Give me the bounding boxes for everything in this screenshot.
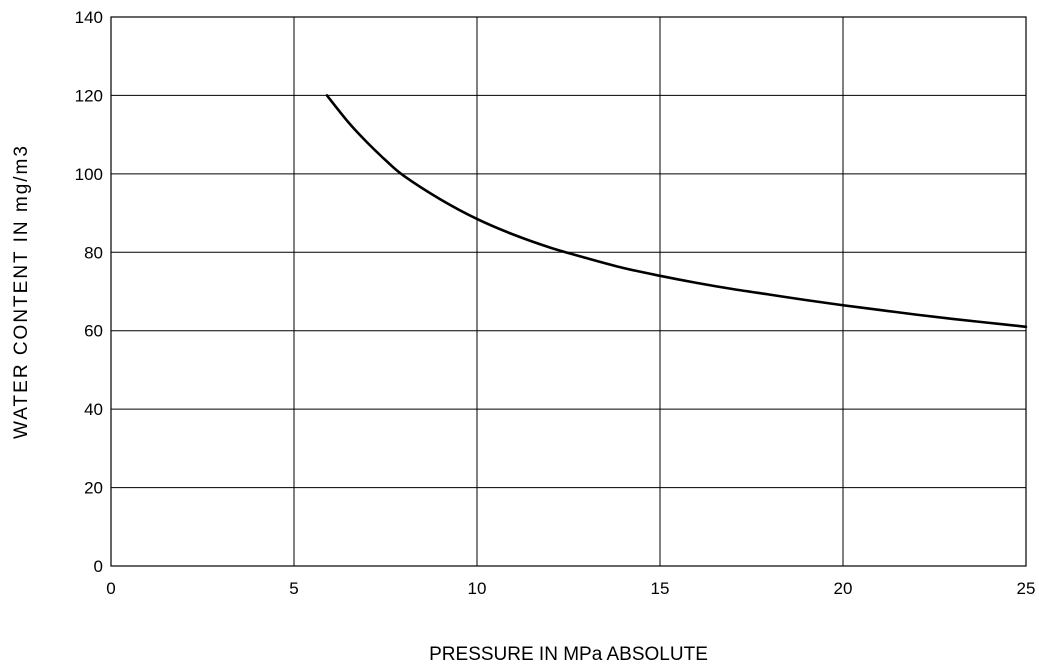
x-tick-label: 15 (651, 579, 670, 598)
x-tick-label: 5 (289, 579, 298, 598)
x-tick-label: 25 (1017, 579, 1036, 598)
y-tick-label: 120 (75, 86, 103, 105)
y-axis-label: WATER CONTENT IN mg/m3 (11, 144, 32, 439)
y-tick-label: 20 (84, 479, 103, 498)
y-tick-label: 60 (84, 322, 103, 341)
x-axis-ticks: 0 5 10 15 20 25 (106, 579, 1035, 598)
water-content-curve (325, 94, 1028, 329)
x-axis-label: PRESSURE IN MPa ABSOLUTE (429, 644, 708, 665)
y-tick-label: 0 (94, 557, 103, 576)
y-tick-label: 40 (84, 400, 103, 419)
y-tick-label: 140 (75, 8, 103, 27)
x-tick-label: 0 (106, 579, 115, 598)
y-tick-label: 100 (75, 165, 103, 184)
y-axis-ticks: 0 20 40 60 80 100 120 140 (75, 8, 103, 576)
x-tick-label: 10 (468, 579, 487, 598)
y-tick-label: 80 (84, 243, 103, 262)
x-tick-label: 20 (834, 579, 853, 598)
grid-lines (110, 16, 1027, 567)
plot-frame (110, 16, 1027, 567)
